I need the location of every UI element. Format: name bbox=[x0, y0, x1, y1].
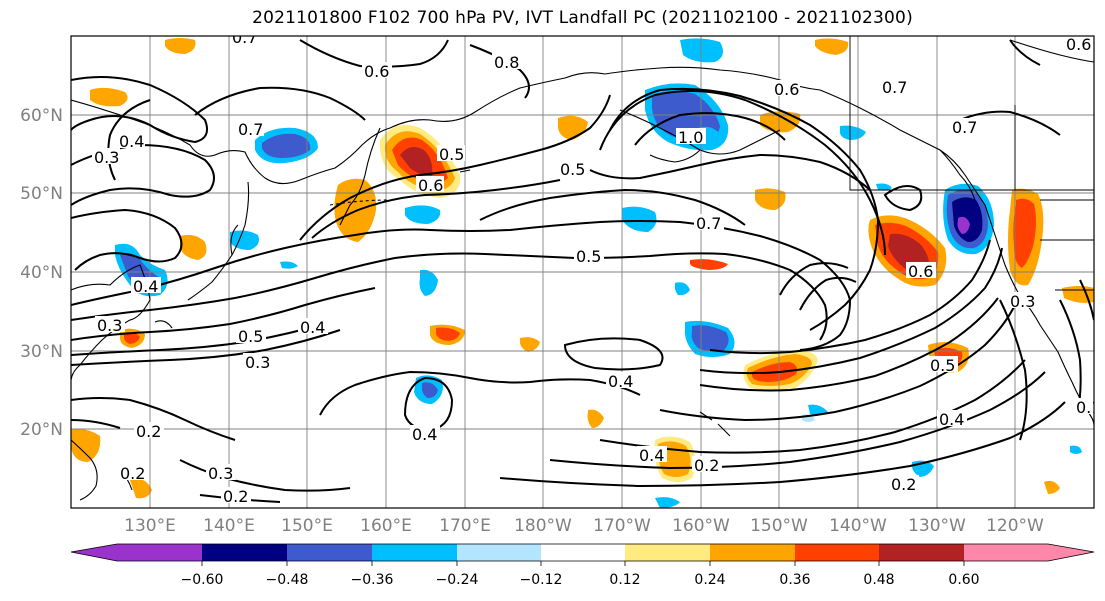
contour-label: 0.7 bbox=[238, 120, 263, 139]
colorbar-segment bbox=[372, 544, 457, 561]
contour-label: 0.5 bbox=[930, 356, 955, 375]
colorbar-tick-label: 0.36 bbox=[779, 572, 810, 588]
colorbar-segment bbox=[117, 544, 202, 561]
coastlines bbox=[71, 36, 1094, 501]
colorbar-outline bbox=[70, 543, 1095, 562]
colorbar-tick-label: −0.36 bbox=[351, 572, 394, 588]
colorbar-segment bbox=[457, 544, 541, 561]
colorbar-segment bbox=[287, 544, 372, 561]
contour-label: 0.6 bbox=[364, 62, 389, 81]
lon-label-160w: 160°W bbox=[672, 516, 730, 536]
colorbar-tick-label: −0.24 bbox=[436, 572, 479, 588]
contour-label: 0.4 bbox=[133, 277, 158, 296]
contour-label: 0.6 bbox=[418, 176, 443, 195]
colorbar-segment bbox=[541, 544, 625, 561]
contour-label: 0.3 bbox=[208, 464, 233, 483]
pv-contours bbox=[71, 39, 1094, 503]
lon-label-160e: 160°E bbox=[360, 516, 412, 536]
contour-label: 0.6 bbox=[908, 262, 933, 281]
shade-negative-pnw bbox=[943, 183, 994, 255]
colorbar-tick-label: −0.48 bbox=[266, 572, 309, 588]
shade-positive-japan bbox=[180, 234, 207, 260]
contour-label: 0.5 bbox=[238, 327, 263, 346]
contour-label: 0.6 bbox=[1066, 35, 1091, 54]
lon-label-130e: 130°E bbox=[124, 516, 176, 536]
colorbar-segment bbox=[710, 544, 795, 561]
lat-label-30n: 30°N bbox=[20, 342, 63, 362]
colorbar-extend-low bbox=[71, 544, 117, 561]
map-title: 2021101800 F102 700 hPa PV, IVT Landfall… bbox=[252, 8, 913, 28]
lon-label-150w: 150°W bbox=[750, 516, 808, 536]
lon-label-150e: 150°E bbox=[281, 516, 333, 536]
shade-positive-nw bbox=[90, 87, 128, 107]
contour-label: 0.4 bbox=[939, 410, 964, 429]
contour-label: 0.4 bbox=[300, 318, 325, 337]
contour-labels: 0.7 0.6 0.8 0.6 0.7 0.6 0.7 0.4 0.3 0.7 … bbox=[92, 28, 1101, 506]
lon-label-120w: 120°W bbox=[986, 516, 1044, 536]
colorbar: −0.60 −0.48 −0.36 −0.24 −0.12 0.12 0.24 … bbox=[70, 543, 1095, 588]
colorbar-tick-label: 0.60 bbox=[948, 572, 979, 588]
contour-label: 0.4 bbox=[119, 132, 144, 151]
contour-label: 0.4 bbox=[608, 372, 633, 391]
contour-label: 0.3 bbox=[245, 353, 270, 372]
contour-label: 0.7 bbox=[882, 78, 907, 97]
shade-negative-okhotsk bbox=[255, 127, 318, 164]
contour-label: 0.7 bbox=[232, 28, 257, 47]
contour-label: 0.1 bbox=[1076, 398, 1101, 417]
map-content: 0.7 0.6 0.8 0.6 0.7 0.6 0.7 0.4 0.3 0.7 … bbox=[71, 28, 1101, 508]
lat-labels: 60°N 50°N 40°N 30°N 20°N bbox=[20, 106, 63, 440]
shade-positive-scs bbox=[71, 428, 101, 462]
contour-label: 0.8 bbox=[494, 53, 519, 72]
contour-label: 0.5 bbox=[439, 145, 464, 164]
colorbar-tick-label: −0.12 bbox=[520, 572, 563, 588]
contour-label: 0.2 bbox=[223, 487, 248, 506]
contour-label: 0.6 bbox=[774, 80, 799, 99]
contour-label: 0.3 bbox=[97, 316, 122, 335]
lon-label-140w: 140°W bbox=[829, 516, 887, 536]
lat-label-60n: 60°N bbox=[20, 106, 63, 126]
contour-label: 0.3 bbox=[1010, 292, 1035, 311]
lon-label-140e: 140°E bbox=[203, 516, 255, 536]
contour-label: 0.5 bbox=[560, 160, 585, 179]
shade-negative-central bbox=[419, 269, 438, 296]
colorbar-tick-label: 0.48 bbox=[863, 572, 894, 588]
lon-label-170e: 170°E bbox=[439, 516, 491, 536]
contour-label: 0.5 bbox=[576, 247, 601, 266]
lat-label-20n: 20°N bbox=[20, 420, 63, 440]
colorbar-segment bbox=[202, 544, 287, 561]
shade-positive-top bbox=[165, 38, 196, 54]
lat-label-50n: 50°N bbox=[20, 184, 63, 204]
contour-label: 0.2 bbox=[120, 464, 145, 483]
lon-label-170w: 170°W bbox=[593, 516, 651, 536]
map-frame bbox=[70, 35, 1095, 509]
contour-label: 0.4 bbox=[639, 446, 664, 465]
contour-label: 0.2 bbox=[694, 456, 719, 475]
lon-label-180w: 180°W bbox=[514, 516, 572, 536]
colorbar-extend-high bbox=[1048, 544, 1094, 561]
contour-label: 0.4 bbox=[412, 425, 437, 444]
colorbar-segment bbox=[795, 544, 879, 561]
contour-label: 0.2 bbox=[891, 475, 916, 494]
contour-label: 0.2 bbox=[136, 422, 161, 441]
lon-labels: 130°E 140°E 150°E 160°E 170°E 180°W 170°… bbox=[124, 516, 1044, 536]
colorbar-tick-label: −0.60 bbox=[181, 572, 224, 588]
colorbar-tick-label: 0.12 bbox=[609, 572, 640, 588]
colorbar-segment bbox=[879, 544, 964, 561]
shade-negative-midpacific bbox=[622, 206, 657, 232]
colorbar-segment bbox=[625, 544, 710, 561]
lat-label-40n: 40°N bbox=[20, 263, 63, 283]
contour-label: 0.7 bbox=[696, 214, 721, 233]
colorbar-tick-label: 0.24 bbox=[694, 572, 725, 588]
contour-label: 1.0 bbox=[678, 128, 703, 147]
contour-label: 0.7 bbox=[952, 118, 977, 137]
colorbar-segment bbox=[964, 544, 1048, 561]
contour-label: 0.3 bbox=[94, 148, 119, 167]
lon-label-130w: 130°W bbox=[908, 516, 966, 536]
